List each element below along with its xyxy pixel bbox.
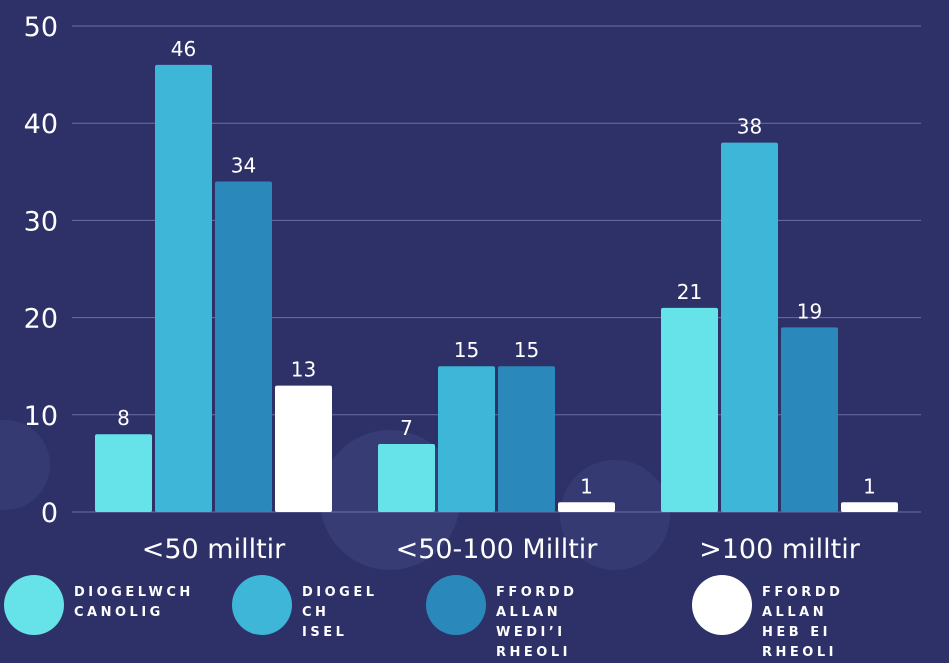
bar xyxy=(841,502,898,512)
y-tick-label: 50 xyxy=(24,12,58,43)
bar xyxy=(155,64,212,512)
data-label: 34 xyxy=(231,154,256,178)
bar xyxy=(781,327,838,512)
y-axis-ticks: 0 10 20 30 40 50 xyxy=(24,12,58,529)
data-label: 15 xyxy=(454,338,479,362)
y-tick-label: 40 xyxy=(24,109,58,140)
bar xyxy=(661,307,718,512)
data-label: 1 xyxy=(863,474,876,498)
data-label: 38 xyxy=(737,115,762,139)
legend-label: DIOGELWCH CANOLIG xyxy=(74,585,194,620)
x-category-label: <50-100 Milltir xyxy=(396,534,599,565)
legend-swatch-icon xyxy=(4,575,64,635)
bar xyxy=(721,142,778,512)
bars xyxy=(95,64,898,512)
data-label: 13 xyxy=(291,358,316,382)
data-label: 1 xyxy=(580,474,593,498)
data-label: 46 xyxy=(171,37,196,61)
y-tick-label: 30 xyxy=(24,206,58,237)
data-label: 21 xyxy=(677,280,702,304)
data-label: 19 xyxy=(797,299,822,323)
bar xyxy=(438,366,495,512)
legend: DIOGELWCH CANOLIG DIOGEL CH ISEL FFORDD AL… xyxy=(0,572,949,660)
legend-swatch-icon xyxy=(232,575,292,635)
data-label: 8 xyxy=(117,406,130,430)
x-axis-categories: <50 milltir <50-100 Milltir >100 milltir xyxy=(142,534,861,565)
bar xyxy=(378,443,435,512)
y-tick-label: 20 xyxy=(24,304,58,335)
data-label: 15 xyxy=(514,338,539,362)
data-labels: 8 46 34 13 7 15 15 1 21 38 19 1 xyxy=(117,37,876,498)
y-tick-label: 10 xyxy=(24,401,58,432)
bar-chart: 0 10 20 30 40 50 8 46 34 13 7 15 15 1 21 38 19 1 <50 mil… xyxy=(24,12,921,565)
gridlines xyxy=(72,25,921,513)
legend-label: FFORDD ALLAN WEDI’I RHEOLI xyxy=(496,585,578,660)
y-tick-label: 0 xyxy=(41,498,58,529)
legend-swatch-icon xyxy=(426,575,486,635)
data-label: 7 xyxy=(400,416,413,440)
x-category-label: <50 milltir xyxy=(142,534,286,565)
legend-label: FFORDD ALLAN HEB EI RHEOLI xyxy=(762,585,844,660)
legend-swatch-icon xyxy=(692,575,752,635)
bar xyxy=(275,385,332,512)
bar xyxy=(558,502,615,512)
bar xyxy=(215,181,272,512)
bar xyxy=(95,434,152,512)
legend-label: DIOGEL CH ISEL xyxy=(302,585,378,640)
x-category-label: >100 milltir xyxy=(699,534,861,565)
bar xyxy=(498,366,555,512)
